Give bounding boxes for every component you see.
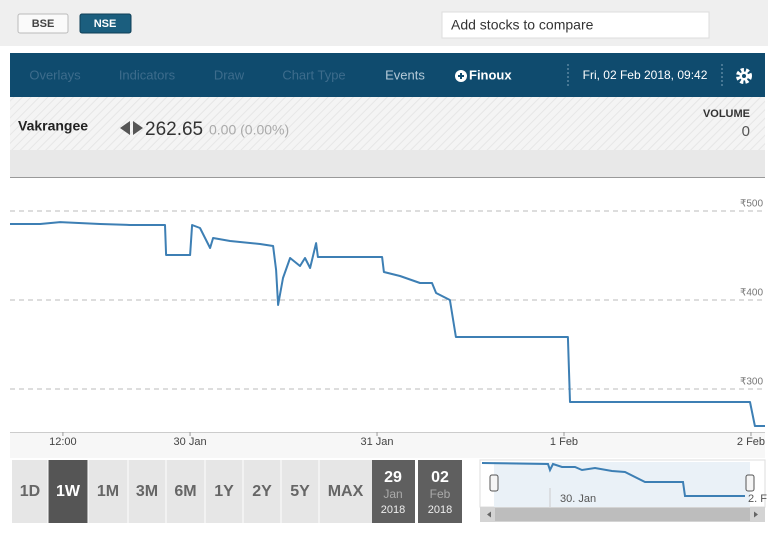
period-button[interactable] [205,460,243,523]
period-button[interactable] [88,460,128,523]
logo-plus [458,73,464,79]
x-tick-label: 30 Jan [174,436,207,448]
y-tick-label-bg [734,198,764,210]
period-label: 5Y [290,483,310,500]
quote-row [10,97,765,150]
compare-input[interactable] [441,11,710,39]
to-year: 2018 [428,504,452,516]
navigator-line [481,462,745,497]
settings-icon[interactable] [736,68,752,84]
period-button[interactable] [48,460,88,523]
navigator-handle[interactable] [489,474,499,492]
menu-item[interactable]: Chart Type [282,67,345,82]
period-button[interactable] [12,460,48,523]
from-year: 2018 [381,504,405,516]
spacer-band [10,150,765,177]
period-button[interactable] [243,460,281,523]
menu-item[interactable]: Overlays [29,67,81,82]
x-tick-label: 31 Jan [361,436,394,448]
navigator-label: 30. Jan [560,493,596,505]
period-label: 6M [174,483,196,500]
range-to[interactable] [418,460,462,523]
period-label: 1W [56,483,81,500]
menu-item[interactable]: Events [385,67,425,82]
price: 262.65 [145,119,203,140]
price-line [10,221,765,427]
navigator-label: 2. F [748,493,767,505]
gear-hole [742,74,746,78]
period-label: 2Y [252,483,272,500]
from-month: Jan [383,487,402,501]
period-label: 3M [136,483,158,500]
period-button[interactable] [319,460,372,523]
price-change: 0.00 (0.00%) [209,122,289,138]
volume-label: VOLUME [703,108,750,120]
menu-item[interactable]: Indicators [119,67,176,82]
navigator-handle[interactable] [745,474,755,492]
period-label: 1M [97,483,119,500]
toolbar [10,53,765,97]
to-day: 02 [431,469,449,486]
period-label: MAX [328,483,364,500]
period-label: 1Y [214,483,234,500]
y-tick-label: ₹500 [740,199,763,210]
bse-label: BSE [32,18,55,30]
navigator-window [494,462,750,507]
price-arrows [120,121,143,135]
y-tick-label: ₹400 [740,288,763,299]
range-from[interactable] [372,460,415,523]
datetime: Fri, 02 Feb 2018, 09:42 [583,68,708,82]
scrollbar-thumb[interactable] [495,508,750,521]
period-label: 1D [20,483,40,500]
x-tick-label: 1 Feb [550,436,578,448]
logo: Finoux [469,67,512,82]
menu-item[interactable]: Draw [214,67,245,82]
stock-name: Vakrangee [18,118,88,134]
x-tick-label: 12:00 [49,436,77,448]
period-button[interactable] [166,460,205,523]
from-day: 29 [384,469,402,486]
x-tick-label: 2 Feb [737,436,765,448]
nse-label: NSE [94,18,117,30]
gear-teeth [736,68,752,84]
bse-button[interactable] [17,13,69,34]
y-tick-label-bg [734,376,764,388]
compare-placeholder: Add stocks to compare [451,17,594,33]
volume: 0 [742,123,750,140]
y-tick-label-bg [734,287,764,299]
period-button[interactable] [281,460,319,523]
x-axis-band [10,432,765,458]
plot-area [10,177,765,432]
y-tick-label: ₹300 [740,377,763,388]
period-button[interactable] [128,460,166,523]
to-month: Feb [430,487,451,501]
nse-button[interactable] [79,13,132,34]
